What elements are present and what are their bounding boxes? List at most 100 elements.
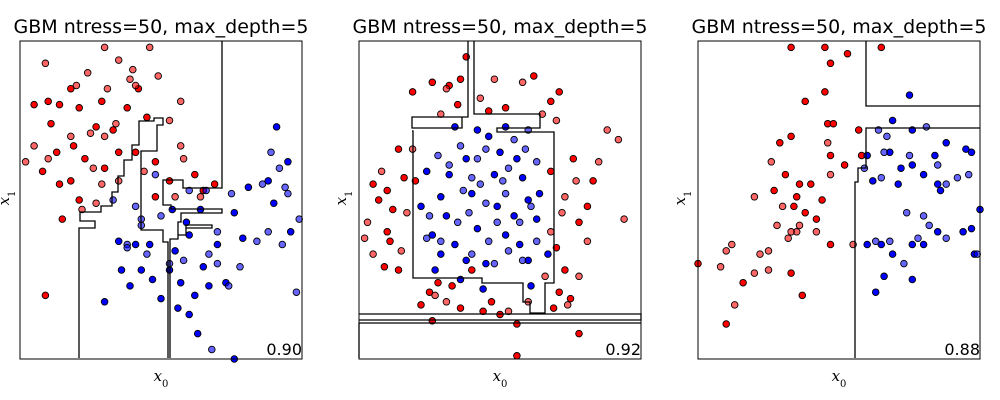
- test-point-class-0: [826, 170, 835, 179]
- test-point-class-1: [476, 180, 485, 188]
- train-point-class-1: [442, 212, 451, 220]
- test-point-class-0: [541, 272, 549, 281]
- axis-label-subscript: 0: [162, 379, 168, 390]
- test-point-class-1: [942, 180, 950, 188]
- test-point-class-0: [114, 177, 123, 185]
- test-point-class-1: [510, 135, 518, 144]
- test-point-class-0: [126, 75, 134, 83]
- train-point-class-0: [484, 107, 493, 115]
- panel-3-decision-boundary: [854, 41, 980, 358]
- test-point-class-1: [933, 161, 942, 169]
- axis-label-subscript: 0: [501, 379, 507, 390]
- test-point-class-0: [98, 180, 106, 188]
- test-point-class-0: [86, 129, 95, 137]
- test-point-class-1: [224, 282, 233, 290]
- train-point-class-1: [942, 139, 950, 147]
- test-point-class-0: [756, 250, 764, 258]
- train-point-class-0: [143, 113, 151, 122]
- test-point-class-0: [165, 116, 174, 125]
- train-point-class-0: [826, 59, 835, 68]
- test-point-class-1: [468, 250, 476, 258]
- train-point-class-1: [272, 123, 281, 131]
- test-point-class-1: [131, 202, 140, 211]
- train-point-class-1: [473, 126, 482, 134]
- train-point-class-0: [394, 266, 403, 274]
- test-point-class-0: [154, 72, 162, 80]
- train-point-class-0: [549, 304, 558, 312]
- train-point-class-0: [790, 202, 798, 211]
- test-point-class-0: [89, 164, 98, 172]
- test-point-class-1: [236, 263, 244, 271]
- train-point-class-0: [383, 186, 391, 195]
- train-point-class-0: [417, 301, 425, 309]
- train-point-class-0: [151, 158, 160, 166]
- train-point-class-1: [428, 231, 437, 239]
- train-point-class-1: [462, 154, 470, 163]
- train-point-class-0: [386, 237, 394, 246]
- test-point-class-0: [823, 139, 832, 147]
- test-point-class-0: [583, 237, 592, 246]
- train-point-class-1: [888, 116, 897, 125]
- panel-2-ylabel: x1: [332, 191, 355, 206]
- train-point-class-1: [117, 266, 126, 274]
- test-point-class-1: [258, 180, 267, 188]
- train-point-class-1: [967, 148, 976, 157]
- train-point-class-0: [787, 132, 795, 141]
- test-point-class-0: [476, 94, 485, 102]
- train-point-class-1: [931, 151, 939, 160]
- axis-label-subscript: 0: [840, 379, 846, 390]
- panel-1: GBM ntress=50, max_depth=5 x1 x0 0.90: [0, 16, 308, 390]
- test-point-class-0: [171, 193, 179, 201]
- panel-1-xlabel: x0: [154, 367, 169, 390]
- test-point-class-1: [871, 237, 880, 246]
- test-point-class-0: [140, 167, 148, 176]
- train-point-class-1: [244, 183, 253, 192]
- train-point-class-0: [552, 243, 561, 252]
- train-point-class-0: [770, 186, 778, 195]
- train-point-class-1: [869, 177, 877, 185]
- test-point-class-1: [518, 256, 527, 265]
- test-point-class-1: [227, 189, 236, 198]
- panel-3-ylabel-text: x1: [671, 191, 694, 206]
- test-point-class-0: [767, 158, 776, 166]
- test-point-class-0: [764, 247, 773, 255]
- axis-label-subscript: 1: [344, 191, 355, 197]
- panel-3-points: [694, 43, 984, 328]
- panel-3: GBM ntress=50, max_depth=5 x1 x0 0.88: [671, 16, 986, 390]
- test-point-class-1: [434, 151, 442, 160]
- test-point-class-1: [922, 123, 931, 131]
- test-point-class-1: [202, 186, 210, 195]
- train-point-class-0: [400, 173, 408, 182]
- train-point-class-0: [30, 100, 38, 109]
- train-point-class-1: [451, 123, 459, 131]
- test-point-class-0: [397, 247, 406, 255]
- train-point-class-0: [812, 215, 821, 223]
- train-point-class-1: [527, 282, 535, 290]
- train-point-class-0: [369, 180, 377, 188]
- test-point-class-1: [532, 158, 541, 166]
- train-point-class-1: [493, 202, 501, 211]
- test-point-class-0: [114, 56, 123, 64]
- train-point-class-0: [821, 43, 829, 52]
- train-point-class-1: [908, 240, 917, 249]
- test-point-class-1: [953, 173, 962, 182]
- train-point-class-1: [532, 215, 541, 223]
- test-point-class-1: [501, 189, 510, 198]
- train-point-class-0: [55, 100, 64, 109]
- test-point-class-1: [292, 288, 301, 296]
- test-point-class-1: [883, 132, 891, 141]
- test-point-class-0: [552, 116, 561, 125]
- train-point-class-1: [462, 256, 470, 265]
- train-point-class-0: [583, 202, 592, 211]
- test-point-class-0: [377, 167, 386, 176]
- train-point-class-1: [496, 148, 504, 157]
- train-point-class-1: [191, 291, 199, 300]
- train-point-class-0: [818, 196, 826, 204]
- test-point-class-1: [213, 259, 222, 268]
- test-point-class-0: [78, 205, 86, 214]
- train-point-class-1: [936, 186, 945, 195]
- train-point-class-1: [515, 240, 524, 249]
- train-point-class-0: [408, 88, 417, 96]
- train-point-class-1: [193, 329, 202, 338]
- train-point-class-1: [137, 266, 146, 274]
